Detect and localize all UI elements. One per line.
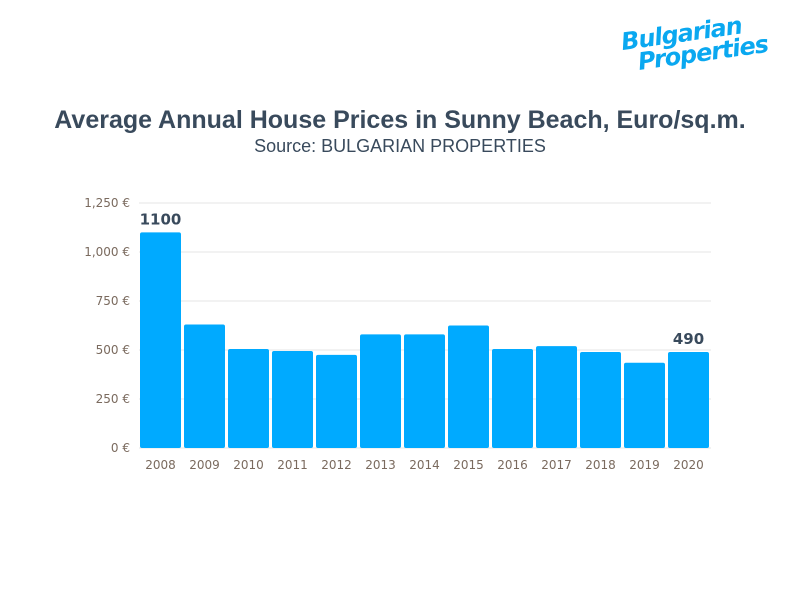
bar-2014 bbox=[404, 334, 445, 448]
data-label: 1100 bbox=[140, 210, 182, 228]
data-label: 490 bbox=[673, 330, 704, 348]
x-tick-label: 2010 bbox=[233, 458, 264, 472]
x-tick-label: 2008 bbox=[145, 458, 176, 472]
bar-2020 bbox=[668, 351, 709, 448]
x-tick-label: 2019 bbox=[629, 458, 660, 472]
bar-2012 bbox=[316, 354, 357, 448]
y-tick-label: 250 € bbox=[96, 392, 130, 406]
bar-2015 bbox=[448, 325, 489, 448]
x-tick-label: 2017 bbox=[541, 458, 572, 472]
bar-2017 bbox=[536, 346, 577, 448]
bar-2008 bbox=[140, 232, 181, 448]
x-tick-label: 2018 bbox=[585, 458, 616, 472]
y-tick-label: 1,250 € bbox=[84, 196, 130, 210]
y-tick-label: 0 € bbox=[111, 441, 130, 455]
x-tick-label: 2011 bbox=[277, 458, 308, 472]
x-tick-label: 2016 bbox=[497, 458, 528, 472]
x-tick-label: 2013 bbox=[365, 458, 396, 472]
x-tick-label: 2009 bbox=[189, 458, 220, 472]
bar-2010 bbox=[228, 349, 269, 448]
bar-2018 bbox=[580, 351, 621, 448]
bar-2013 bbox=[360, 334, 401, 448]
x-tick-label: 2015 bbox=[453, 458, 484, 472]
y-tick-label: 1,000 € bbox=[84, 245, 130, 259]
chart-title: Average Annual House Prices in Sunny Bea… bbox=[54, 106, 746, 134]
bar-2019 bbox=[624, 362, 665, 448]
x-tick-label: 2014 bbox=[409, 458, 440, 472]
bar-2009 bbox=[184, 324, 225, 448]
y-tick-label: 750 € bbox=[96, 294, 130, 308]
bar-2016 bbox=[492, 349, 533, 448]
chart-subtitle: Source: BULGARIAN PROPERTIES bbox=[254, 136, 546, 156]
x-tick-label: 2020 bbox=[673, 458, 704, 472]
y-tick-label: 500 € bbox=[96, 343, 130, 357]
x-tick-label: 2012 bbox=[321, 458, 352, 472]
bar-2011 bbox=[272, 350, 313, 448]
